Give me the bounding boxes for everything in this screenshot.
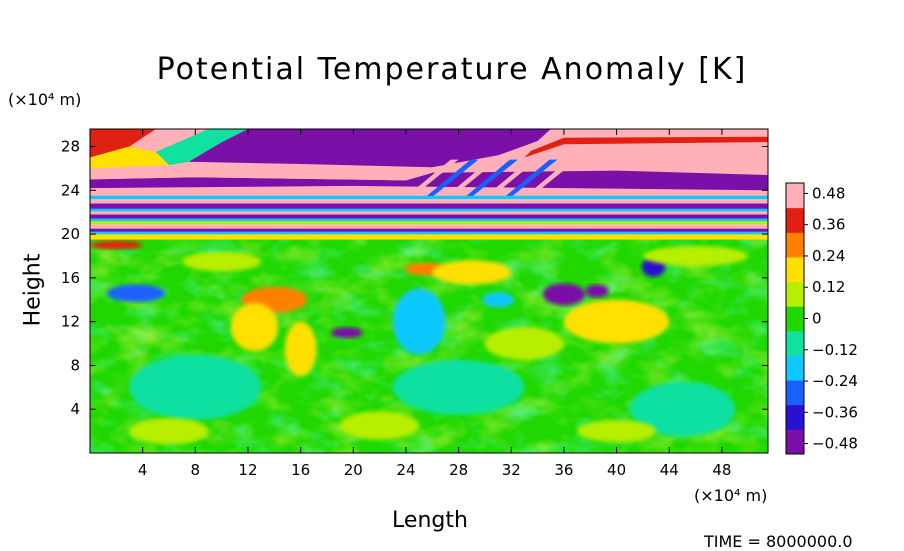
field-blob-7: [585, 284, 609, 298]
colorbar-swatch-7: [786, 256, 804, 283]
field-blob-16: [642, 246, 749, 266]
top-left-red: [90, 129, 156, 158]
y-tick-label-16: 16: [61, 269, 80, 287]
colorbar-swatch-1: [786, 404, 804, 430]
field-blob-15: [182, 251, 262, 272]
field-blob-18: [129, 417, 209, 445]
time-readout: TIME = 8000000.0: [704, 532, 853, 551]
colorbar-label-8: −0.48: [812, 435, 858, 453]
right-red-rim: [524, 136, 768, 158]
x-tick-label-24: 24: [396, 461, 415, 479]
field-blob-14: [629, 381, 736, 437]
colorbar-label-4: 0: [812, 310, 822, 328]
streak-4: [485, 159, 538, 197]
layer-5: [90, 210, 768, 215]
x-tick-label-44: 44: [660, 461, 679, 479]
x-tick-label-36: 36: [554, 461, 573, 479]
layer-edge-1: [90, 218, 768, 222]
positive-pocket: [90, 164, 433, 181]
layer-1: [90, 228, 768, 233]
colorbar-swatch-8: [786, 232, 804, 258]
y-tick-label-24: 24: [61, 181, 80, 199]
field-blob-19: [340, 411, 420, 440]
top-left-yellow: [90, 146, 169, 169]
x-axis-unit: (×10⁴ m): [694, 486, 768, 505]
colorbar-swatch-2: [786, 380, 804, 406]
layer-4: [90, 214, 768, 220]
colorbar-swatch-3: [786, 355, 804, 381]
chart-title: Potential Temperature Anomaly [K]: [156, 52, 748, 87]
upper-negative-band: [188, 129, 551, 168]
heatmap-field: [90, 129, 768, 453]
colorbar-swatch-5: [786, 306, 804, 332]
streak-3: [465, 159, 518, 197]
upper-rim: [155, 129, 248, 166]
field-blob-22: [90, 240, 143, 250]
x-tick-label-12: 12: [238, 461, 257, 479]
field-blob-9: [330, 327, 363, 339]
x-tick-label-8: 8: [191, 461, 201, 479]
colorbar-label-2: 0.24: [812, 247, 845, 265]
field-blob-2: [432, 260, 512, 285]
field-blob-10: [107, 284, 166, 302]
layer-edge-0: [90, 231, 768, 235]
streak-0: [406, 159, 459, 197]
streak-2: [445, 159, 499, 197]
y-axis-unit: (×10⁴ m): [8, 90, 82, 109]
colorbar-label-7: −0.36: [812, 403, 858, 421]
field-blob-21: [392, 288, 446, 355]
layer-3: [90, 219, 768, 225]
streak-6: [524, 159, 578, 197]
upper-boundary: [90, 195, 768, 200]
field-blob-17: [484, 327, 564, 360]
x-tick-label-20: 20: [344, 461, 363, 479]
colorbar-swatch-9: [786, 207, 804, 233]
plot-frame: [89, 128, 769, 454]
colorbar: 0.48 0.36 0.24 0.12 0 −0.12 −0.24 −0.36 −0.48: [785, 182, 858, 455]
field-blob-4: [284, 321, 317, 377]
colorbar-label-6: −0.24: [812, 372, 858, 390]
layer-edge-2: [90, 208, 768, 212]
layer-0: [90, 232, 768, 240]
y-tick-label-8: 8: [70, 356, 80, 374]
layer-7: [90, 199, 768, 204]
y-axis: 4 8 12 16 20 24 28: [61, 138, 768, 418]
x-tick-label-32: 32: [502, 461, 521, 479]
y-tick-label-20: 20: [61, 225, 80, 243]
field-blob-6: [542, 283, 586, 306]
colorbar-label-1: 0.36: [812, 216, 845, 234]
y-tick-label-4: 4: [70, 400, 80, 418]
layer-2: [90, 224, 768, 229]
x-axis: 4 8 12 16 20 24 28 32 36 40 44 48: [138, 129, 731, 479]
colorbar-label-5: −0.12: [812, 341, 858, 359]
y-tick-label-12: 12: [61, 313, 80, 331]
colorbar-swatch-4: [786, 330, 804, 356]
y-tick-label-28: 28: [61, 138, 80, 156]
streak-5: [504, 159, 558, 197]
y-axis-label: Height: [20, 253, 46, 327]
x-tick-label-48: 48: [712, 461, 731, 479]
colorbar-label-0: 0.48: [812, 184, 845, 202]
field-blob-20: [577, 420, 657, 443]
streak-1: [425, 159, 479, 197]
colorbar-swatch-0: [786, 429, 804, 455]
colorbar-swatch-10: [786, 183, 804, 209]
colorbar-label-3: 0.12: [812, 278, 845, 296]
x-tick-label-16: 16: [291, 461, 310, 479]
x-tick-label-4: 4: [138, 461, 148, 479]
layer-6: [90, 203, 768, 210]
field-blob-3: [230, 303, 279, 352]
x-tick-label-28: 28: [449, 461, 468, 479]
field-blob-12: [129, 354, 262, 421]
x-axis-label: Length: [392, 508, 468, 533]
field-blob-5: [563, 299, 670, 344]
field-blob-11: [482, 292, 514, 308]
field-blob-13: [392, 359, 525, 415]
colorbar-swatch-6: [786, 281, 804, 307]
x-tick-label-40: 40: [607, 461, 626, 479]
